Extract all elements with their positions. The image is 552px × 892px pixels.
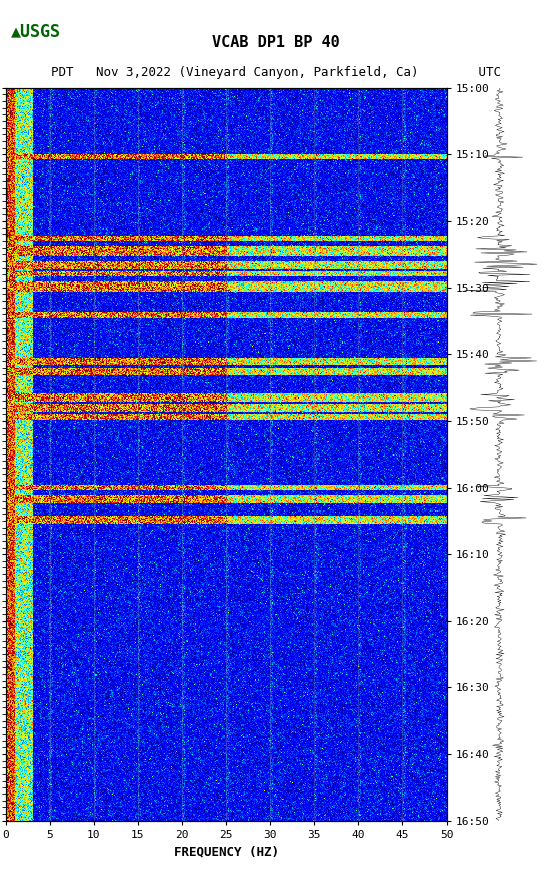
Text: VCAB DP1 BP 40: VCAB DP1 BP 40 — [212, 35, 340, 50]
Text: ▲USGS: ▲USGS — [11, 22, 61, 40]
Text: PDT   Nov 3,2022 (Vineyard Canyon, Parkfield, Ca)        UTC: PDT Nov 3,2022 (Vineyard Canyon, Parkfie… — [51, 66, 501, 79]
X-axis label: FREQUENCY (HZ): FREQUENCY (HZ) — [173, 846, 279, 858]
